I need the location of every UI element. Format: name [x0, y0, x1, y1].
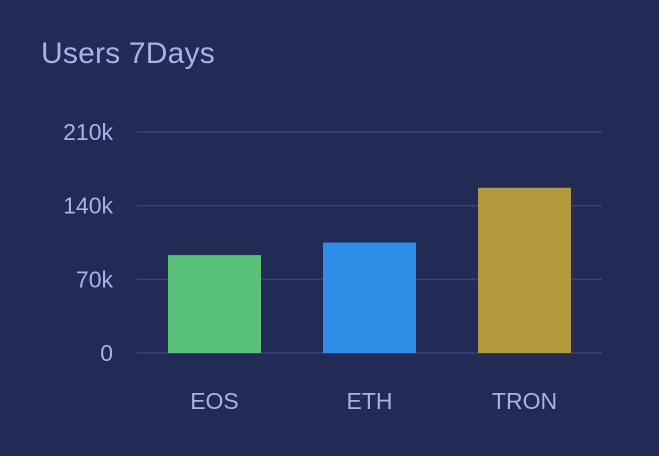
- y-tick-label: 140k: [63, 193, 113, 219]
- bar-eos: [168, 255, 261, 353]
- bar-eth: [323, 242, 416, 353]
- y-tick-label: 0: [100, 340, 113, 366]
- chart-title: Users 7Days: [41, 37, 215, 70]
- bar-tron: [478, 187, 571, 353]
- y-tick-label: 210k: [63, 119, 113, 145]
- x-tick-label: ETH: [347, 388, 393, 414]
- x-tick-label: EOS: [190, 388, 239, 414]
- x-tick-label: TRON: [492, 388, 557, 414]
- y-tick-label: 70k: [76, 266, 114, 292]
